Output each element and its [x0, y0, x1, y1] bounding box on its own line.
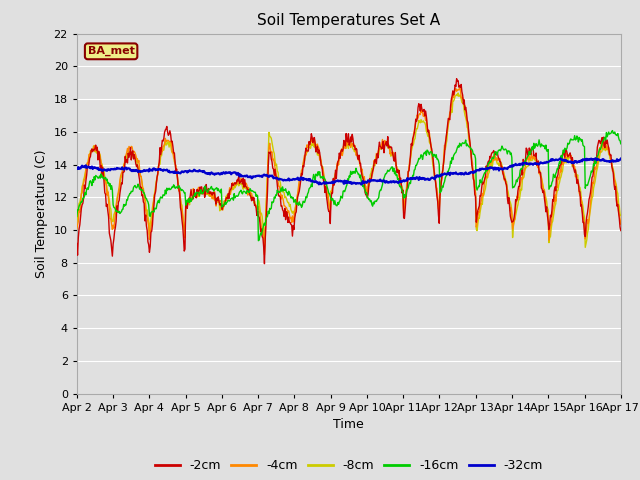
X-axis label: Time: Time [333, 418, 364, 431]
Legend: -2cm, -4cm, -8cm, -16cm, -32cm: -2cm, -4cm, -8cm, -16cm, -32cm [150, 455, 548, 477]
Title: Soil Temperatures Set A: Soil Temperatures Set A [257, 13, 440, 28]
Y-axis label: Soil Temperature (C): Soil Temperature (C) [35, 149, 48, 278]
Text: BA_met: BA_met [88, 46, 134, 57]
